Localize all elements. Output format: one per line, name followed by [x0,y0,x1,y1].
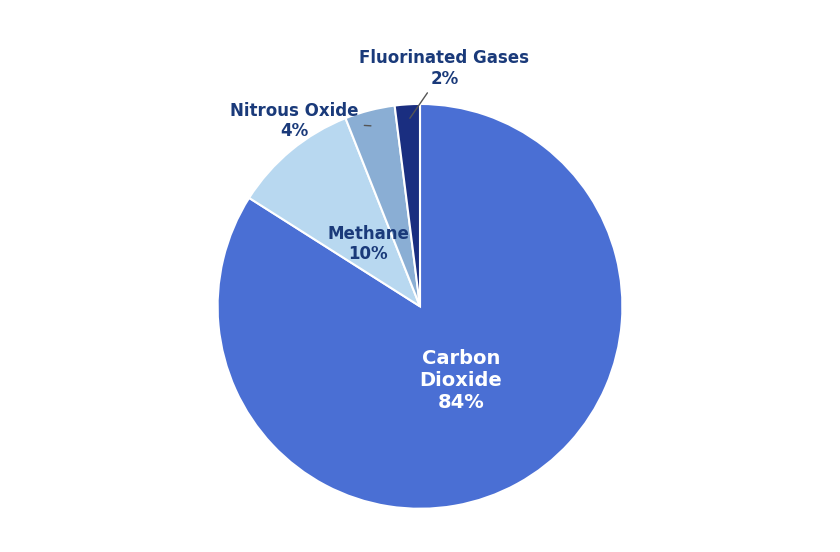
Wedge shape [218,104,622,509]
Wedge shape [345,105,420,306]
Text: Methane
10%: Methane 10% [328,225,409,263]
Text: Nitrous Oxide
4%: Nitrous Oxide 4% [230,102,371,140]
Text: Carbon
Dioxide
84%: Carbon Dioxide 84% [419,349,502,412]
Text: Fluorinated Gases
2%: Fluorinated Gases 2% [360,49,529,118]
Wedge shape [249,118,420,306]
Wedge shape [395,104,420,306]
